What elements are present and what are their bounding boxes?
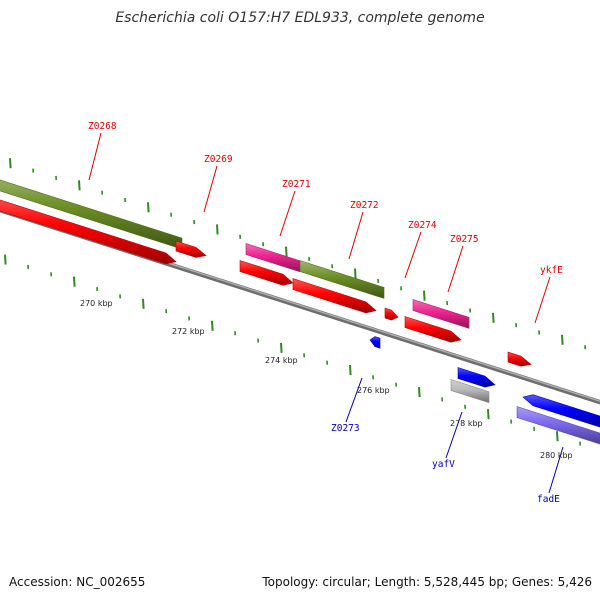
gene-label-leader	[445, 411, 463, 459]
gene-feature-blue	[522, 394, 600, 428]
page-title: Escherichia coli O157:H7 EDL933, complet…	[115, 10, 485, 26]
gene-feature-gray	[450, 379, 490, 404]
ruler-label: 280 kbp	[540, 451, 573, 460]
lower-tick-mark	[418, 387, 421, 398]
upper-tick-mark	[147, 202, 150, 213]
gene-label-yafv: yafV	[432, 459, 455, 470]
gene-label-leader	[404, 231, 422, 279]
lower-tick-mark	[73, 276, 76, 287]
ruler-label: 270 kbp	[80, 299, 113, 308]
upper-tick-mark	[9, 158, 12, 169]
gene-label-leader	[203, 165, 218, 213]
gene-feature-blue	[369, 336, 381, 349]
gene-label-leader	[279, 190, 296, 237]
gene-label-z0271: Z0271	[282, 179, 311, 190]
lower-tick-mark	[280, 342, 283, 353]
gene-label-fade: fadE	[537, 494, 560, 505]
gene-feature-red	[292, 278, 377, 314]
accession-text: Accession: NC_002655	[9, 575, 146, 589]
upper-tick-mark	[561, 334, 564, 345]
lower-tick-mark	[142, 298, 145, 309]
gene-label-leader	[345, 377, 363, 423]
ruler-label: 272 kbp	[172, 327, 205, 336]
gene-label-z0273: Z0273	[331, 423, 360, 434]
ruler-label: 276 kbp	[357, 386, 390, 395]
lower-tick-mark	[487, 409, 490, 420]
upper-tick-mark	[492, 312, 495, 323]
gene-label-leader	[88, 132, 102, 181]
gene-feature-red	[507, 351, 532, 367]
lower-tick-mark	[211, 320, 214, 331]
gene-label-z0275: Z0275	[450, 234, 479, 245]
gene-label-leader	[447, 245, 464, 293]
gene-feature-slate	[516, 406, 600, 445]
gene-label-z0269: Z0269	[204, 154, 233, 165]
gene-feature-magenta	[412, 299, 470, 329]
gene-label-z0274: Z0274	[408, 220, 437, 231]
gene-feature-red	[175, 240, 207, 258]
gene-label-z0268: Z0268	[88, 121, 117, 132]
gene-feature-red	[0, 199, 177, 265]
upper-tick-mark	[216, 224, 219, 235]
gene-label-leader	[348, 211, 364, 260]
gene-label-ykfe: ykfE	[540, 265, 563, 276]
lower-tick-mark	[4, 254, 7, 265]
ruler-label: 274 kbp	[265, 356, 298, 365]
lower-tick-mark	[349, 364, 352, 376]
gene-feature-red	[239, 260, 294, 286]
gene-feature-red	[404, 316, 462, 343]
gene-label-z0272: Z0272	[350, 200, 379, 211]
gene-feature-blue	[457, 367, 496, 388]
ruler-label: 278 kbp	[450, 419, 483, 428]
gene-feature-red	[384, 307, 399, 321]
lower-tick-mark	[556, 431, 559, 442]
upper-tick-mark	[78, 180, 81, 191]
genome-summary-text: Topology: circular; Length: 5,528,445 bp…	[262, 575, 592, 589]
upper-tick-mark	[354, 268, 357, 279]
upper-tick-mark	[285, 246, 288, 257]
gene-label-leader	[534, 276, 551, 324]
gene-label-leader	[548, 446, 564, 494]
upper-tick-mark	[423, 290, 426, 301]
gene-feature-olive	[299, 260, 385, 299]
